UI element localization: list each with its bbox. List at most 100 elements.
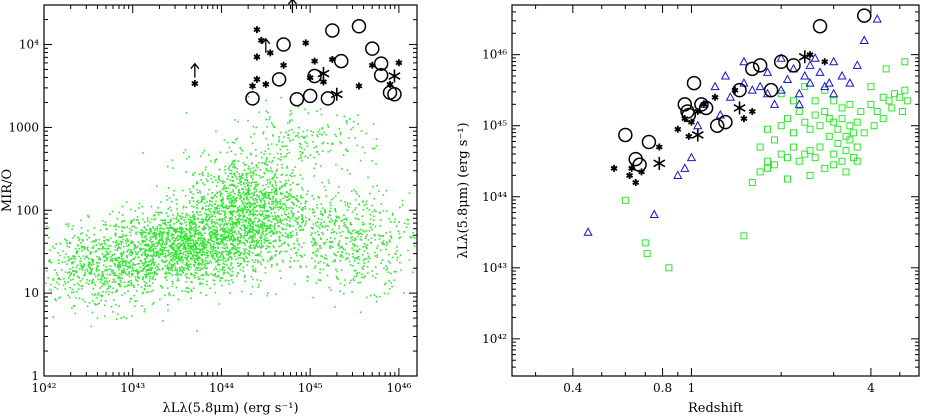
data-square [816, 122, 824, 130]
data-dot [220, 227, 223, 229]
data-dot [160, 237, 163, 239]
data-dot [289, 184, 292, 186]
data-dot [258, 198, 261, 201]
data-dot [142, 278, 144, 281]
data-dot [184, 248, 187, 250]
data-dot [215, 239, 218, 242]
data-dot [184, 241, 187, 243]
data-circle [365, 41, 380, 56]
data-dot [124, 273, 127, 275]
data-dot [235, 187, 237, 189]
data-dot [122, 264, 124, 267]
data-dot [259, 219, 261, 221]
data-dot [315, 282, 318, 284]
y-tick-label: 10⁴⁴ [482, 190, 507, 204]
data-dot [356, 213, 358, 216]
data-dot [304, 222, 307, 225]
data-dot [196, 272, 198, 275]
data-dot [329, 241, 332, 244]
data-dot [296, 204, 298, 207]
data-dot [156, 227, 159, 230]
data-dot [265, 183, 267, 186]
data-dot [147, 269, 149, 272]
data-dot [141, 305, 143, 307]
data-dot [316, 248, 319, 250]
data-dot [267, 111, 269, 114]
data-dot [184, 267, 186, 269]
data-dot [373, 197, 376, 200]
data-dot [182, 259, 184, 262]
data-dot [233, 172, 236, 175]
data-dot [365, 203, 368, 205]
data-dot [259, 261, 262, 264]
data-dot [255, 164, 258, 166]
data-dot [286, 233, 289, 236]
data-dot [325, 133, 328, 136]
data-dot [217, 181, 219, 184]
data-dot [335, 254, 338, 257]
data-dot [176, 208, 178, 210]
data-dot [214, 291, 217, 294]
data-dot [105, 265, 108, 268]
data-dot [195, 229, 198, 232]
data-dot [141, 233, 143, 236]
data-dot [221, 188, 224, 190]
data-dot [368, 192, 371, 195]
data-dot [154, 229, 156, 231]
data-dot [160, 219, 163, 221]
data-dot [184, 149, 187, 151]
data-dot [315, 163, 317, 165]
data-dot [248, 245, 251, 248]
data-dot [59, 254, 61, 257]
data-dot [231, 240, 234, 243]
data-dot [159, 230, 161, 232]
data-dot [346, 169, 349, 172]
data-dot [210, 243, 212, 246]
data-dot [95, 268, 98, 271]
data-dot [255, 240, 258, 243]
data-dot [241, 177, 244, 179]
data-dot [157, 266, 159, 268]
data-dot [190, 246, 192, 248]
data-dot [220, 276, 223, 279]
data-dot [50, 261, 53, 264]
data-dot [215, 130, 217, 133]
data-dot [221, 205, 224, 207]
data-dot [333, 258, 336, 261]
data-dot [213, 233, 216, 236]
data-dot [111, 254, 113, 257]
data-dot [221, 198, 223, 201]
data-dot [271, 230, 274, 232]
data-dot [174, 227, 177, 230]
data-dot [135, 227, 137, 229]
data-dot [243, 259, 245, 261]
data-dot [303, 254, 306, 256]
data-dot [135, 233, 137, 235]
data-dot [168, 261, 171, 263]
data-dot [248, 252, 250, 255]
data-dot [185, 235, 188, 237]
x-tick-label: 10⁴⁴ [209, 381, 234, 395]
data-dot [223, 224, 225, 227]
data-square [821, 164, 829, 172]
data-asterisk [257, 36, 265, 44]
data-circle [618, 127, 633, 143]
data-dot [271, 177, 274, 179]
data-dot [145, 231, 147, 234]
data-dot [184, 254, 187, 256]
data-dot [142, 269, 144, 271]
data-dot [262, 205, 265, 208]
data-dot [265, 137, 268, 140]
data-dot [253, 170, 255, 172]
data-dot [313, 251, 315, 254]
data-dot [174, 273, 177, 276]
data-dot [99, 259, 102, 261]
data-dot [199, 155, 202, 157]
data-dot [380, 203, 383, 205]
data-dot [187, 242, 190, 245]
data-dot [376, 184, 378, 187]
data-dot [151, 240, 154, 243]
data-dot [56, 287, 59, 290]
data-dot [241, 149, 244, 152]
y-tick-label: 1 [31, 369, 39, 383]
